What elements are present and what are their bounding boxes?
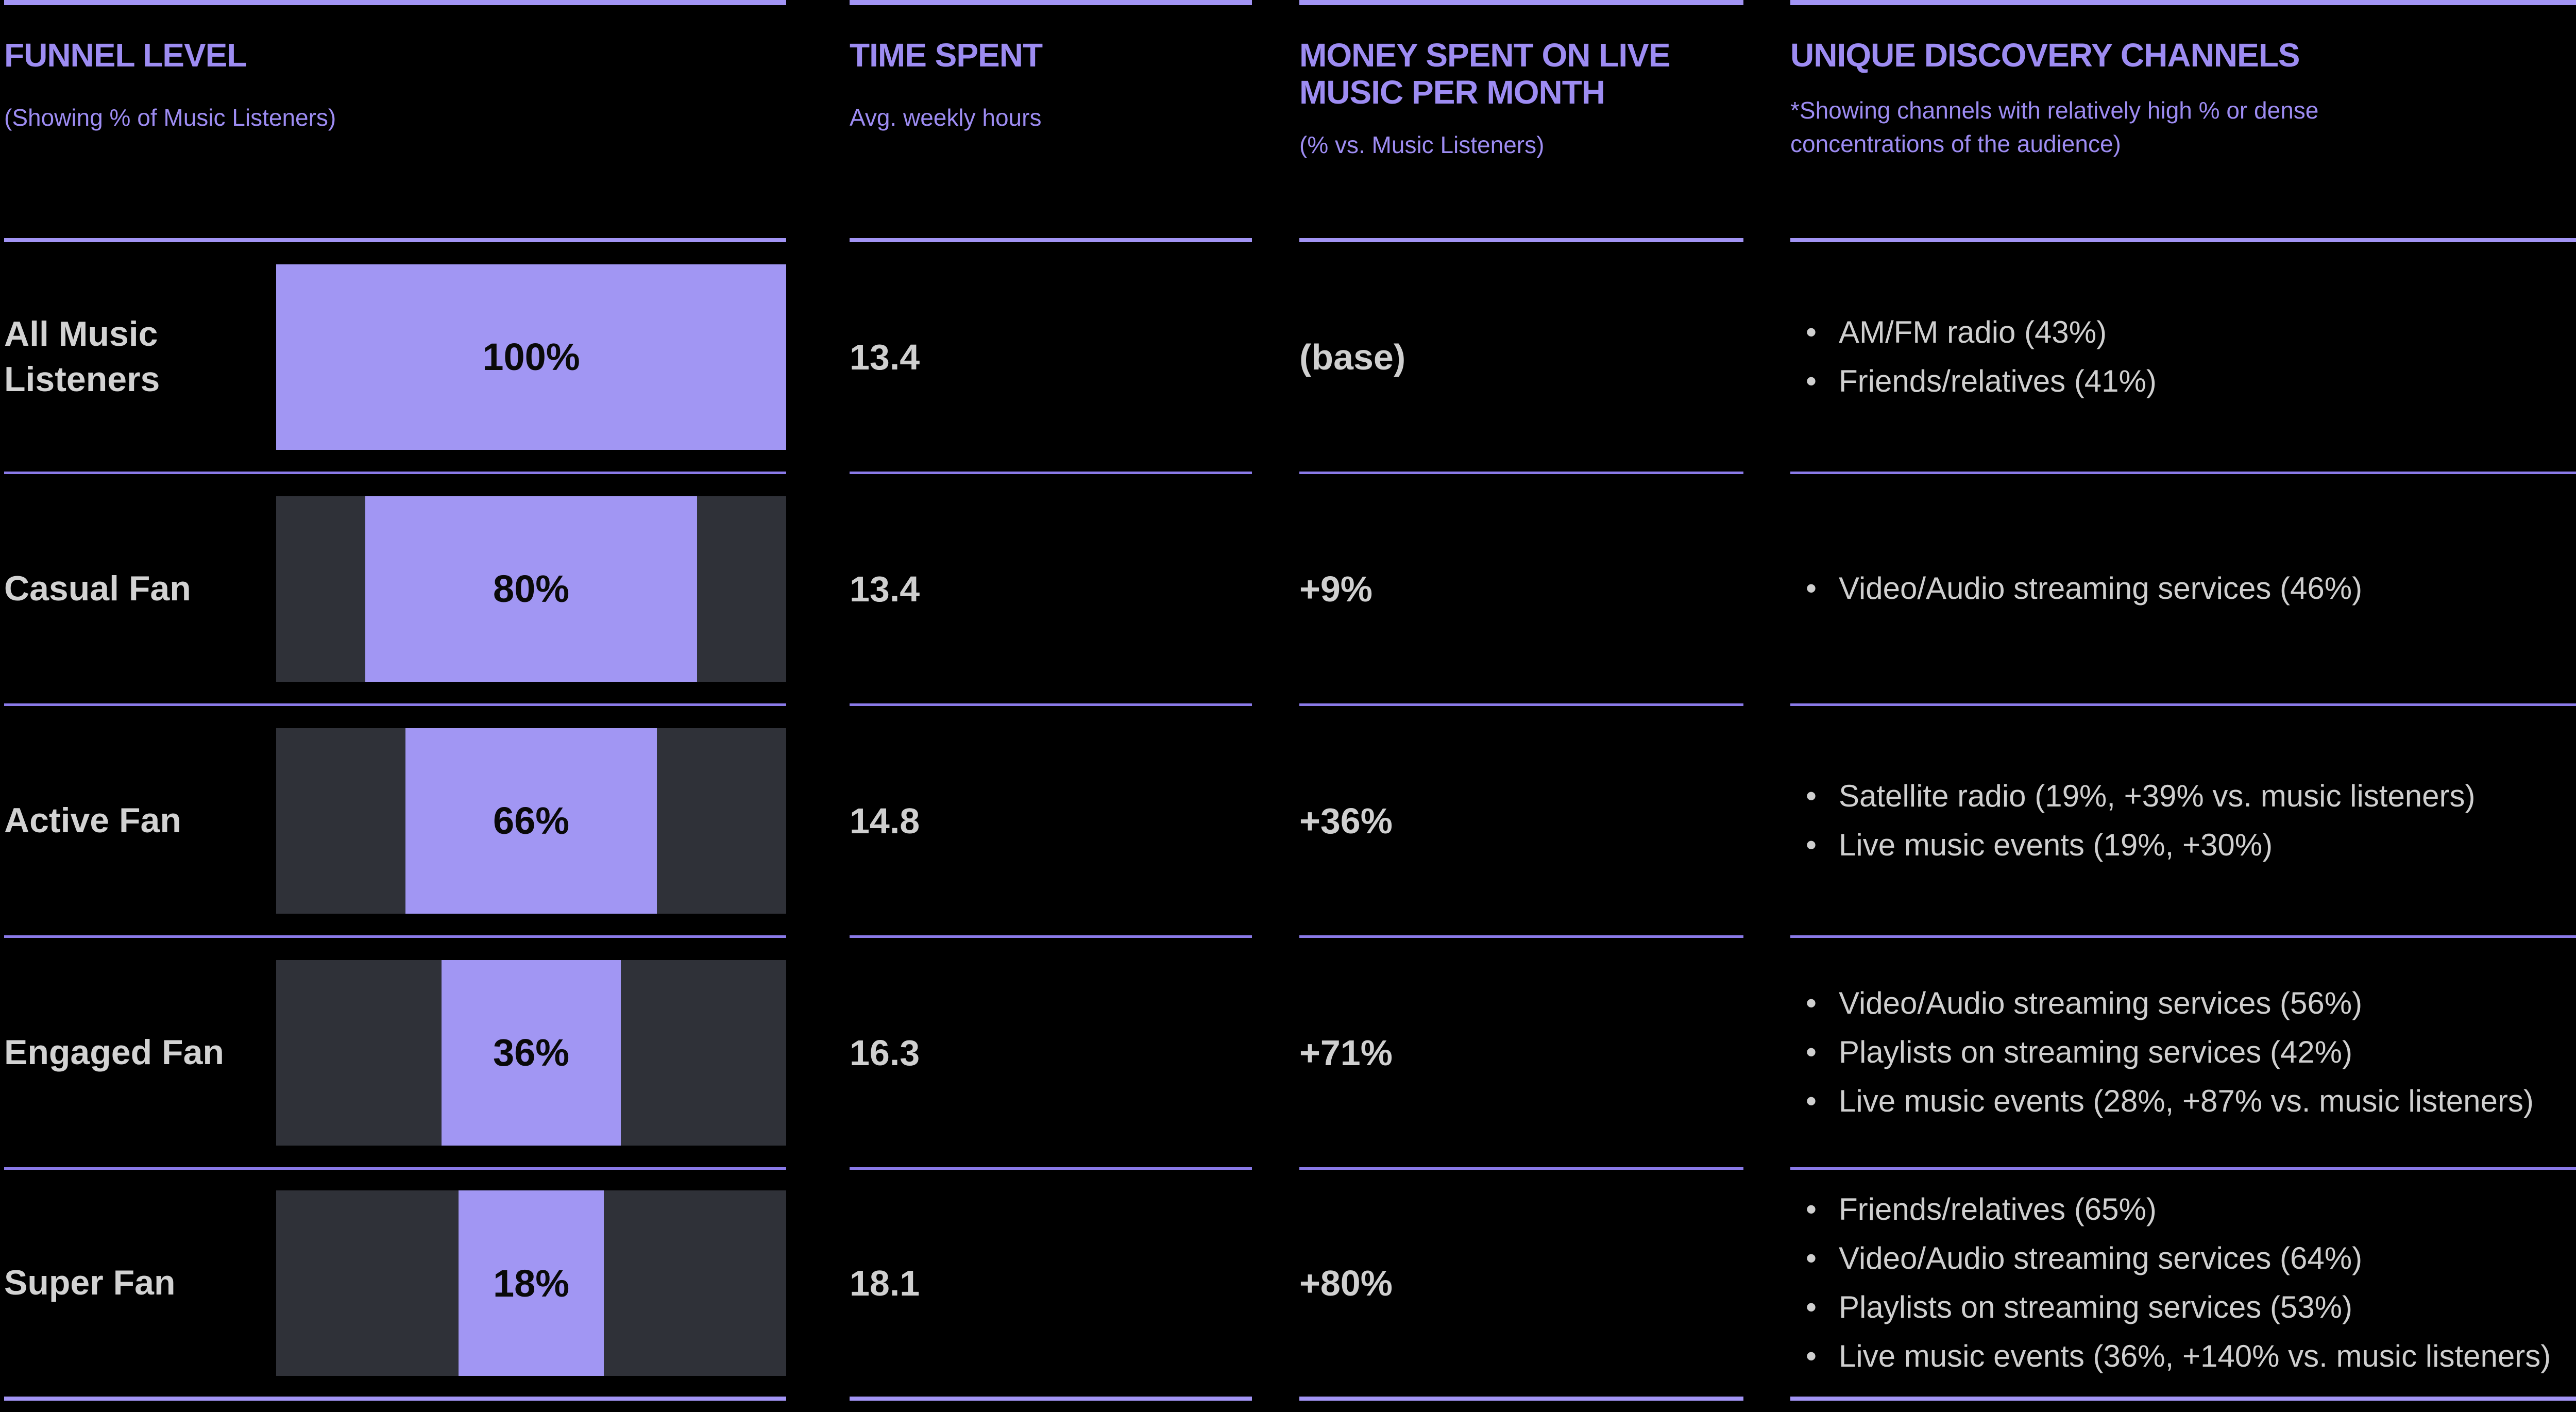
- time-cell: 13.4: [850, 242, 1252, 474]
- money-value: +9%: [1299, 568, 1373, 609]
- row-label: Casual Fan: [4, 568, 191, 608]
- funnel-row-casual-fan: Casual Fan 80%: [4, 474, 786, 706]
- funnel-bar: 36%: [441, 960, 621, 1146]
- funnel-bar: 18%: [458, 1190, 604, 1376]
- time-spent-subtitle: Avg. weekly hours: [850, 104, 1042, 131]
- time-cell: 18.1: [850, 1170, 1252, 1401]
- money-cell: +80%: [1299, 1170, 1743, 1401]
- funnel-percent-label: 80%: [493, 567, 570, 610]
- bullet-item: Live music events (36%, +140% vs. music …: [1790, 1332, 2551, 1381]
- funnel-level-title: FUNNEL LEVEL: [4, 37, 247, 74]
- funnel-percent-label: 66%: [493, 799, 570, 842]
- discovery-rows: AM/FM radio (43%) Friends/relatives (41%…: [1790, 242, 2576, 1412]
- column-discovery-channels: UNIQUE DISCOVERY CHANNELS *Showing chann…: [1790, 0, 2576, 1412]
- bullet-item: Live music events (19%, +30%): [1790, 821, 2476, 870]
- discovery-list: Video/Audio streaming services (56%) Pla…: [1790, 979, 2534, 1125]
- money-value: (base): [1299, 337, 1406, 377]
- funnel-level-header: FUNNEL LEVEL (Showing % of Music Listene…: [4, 0, 786, 242]
- bullet-item: AM/FM radio (43%): [1790, 308, 2157, 357]
- discovery-cell: Friends/relatives (65%) Video/Audio stre…: [1790, 1170, 2576, 1401]
- money-cell: +9%: [1299, 474, 1743, 706]
- time-cell: 14.8: [850, 706, 1252, 938]
- column-funnel-level: FUNNEL LEVEL (Showing % of Music Listene…: [4, 0, 786, 1412]
- bullet-item: Video/Audio streaming services (56%): [1790, 979, 2534, 1028]
- discovery-list: Friends/relatives (65%) Video/Audio stre…: [1790, 1185, 2551, 1381]
- row-label: Active Fan: [4, 800, 181, 840]
- time-value: 13.4: [850, 568, 920, 609]
- discovery-list: Satellite radio (19%, +39% vs. music lis…: [1790, 772, 2476, 870]
- bullet-item: Video/Audio streaming services (46%): [1790, 564, 2362, 613]
- bullet-item: Friends/relatives (41%): [1790, 357, 2157, 406]
- discovery-title: UNIQUE DISCOVERY CHANNELS: [1790, 37, 2300, 74]
- discovery-cell: AM/FM radio (43%) Friends/relatives (41%…: [1790, 242, 2576, 474]
- funnel-row-super-fan: Super Fan 18%: [4, 1170, 786, 1401]
- bullet-item: Playlists on streaming services (53%): [1790, 1283, 2551, 1332]
- funnel-row-all-music-listeners: All Music Listeners 100%: [4, 242, 786, 474]
- time-value: 14.8: [850, 800, 920, 841]
- money-spent-subtitle: (% vs. Music Listeners): [1299, 131, 1545, 159]
- column-money-spent: MONEY SPENT ON LIVE MUSIC PER MONTH (% v…: [1299, 0, 1743, 1412]
- funnel-row-active-fan: Active Fan 66%: [4, 706, 786, 938]
- funnel-bar-track: 36%: [276, 960, 786, 1146]
- time-cell: 13.4: [850, 474, 1252, 706]
- bullet-item: Satellite radio (19%, +39% vs. music lis…: [1790, 772, 2476, 821]
- money-value: +71%: [1299, 1032, 1393, 1073]
- discovery-list: Video/Audio streaming services (46%): [1790, 564, 2362, 613]
- discovery-cell: Video/Audio streaming services (56%) Pla…: [1790, 938, 2576, 1170]
- row-label: All Music Listeners: [4, 314, 160, 399]
- funnel-bar-track: 66%: [276, 728, 786, 914]
- money-value: +80%: [1299, 1263, 1393, 1303]
- money-cell: +36%: [1299, 706, 1743, 938]
- time-spent-title: TIME SPENT: [850, 37, 1043, 74]
- funnel-rows: All Music Listeners 100% Casual Fan 80% …: [4, 242, 786, 1412]
- discovery-list: AM/FM radio (43%) Friends/relatives (41%…: [1790, 308, 2157, 406]
- funnel-percent-label: 18%: [493, 1262, 570, 1305]
- column-time-spent: TIME SPENT Avg. weekly hours 13.4 13.4 1…: [850, 0, 1252, 1412]
- time-spent-rows: 13.4 13.4 14.8 16.3 18.1: [850, 242, 1252, 1412]
- time-spent-header: TIME SPENT Avg. weekly hours: [850, 0, 1252, 242]
- funnel-bar-track: 100%: [276, 264, 786, 450]
- funnel-bar-track: 18%: [276, 1190, 786, 1376]
- discovery-header: UNIQUE DISCOVERY CHANNELS *Showing chann…: [1790, 0, 2576, 242]
- funnel-bar: 80%: [365, 496, 697, 682]
- funnel-percent-label: 36%: [493, 1031, 570, 1074]
- money-cell: +71%: [1299, 938, 1743, 1170]
- bullet-item: Live music events (28%, +87% vs. music l…: [1790, 1077, 2534, 1126]
- money-value: +36%: [1299, 800, 1393, 841]
- bullet-item: Friends/relatives (65%): [1790, 1185, 2551, 1234]
- money-spent-title: MONEY SPENT ON LIVE MUSIC PER MONTH: [1299, 37, 1671, 111]
- discovery-subtitle: *Showing channels with relatively high %…: [1790, 96, 2319, 157]
- funnel-level-subtitle: (Showing % of Music Listeners): [4, 104, 336, 131]
- time-value: 18.1: [850, 1263, 920, 1303]
- discovery-cell: Video/Audio streaming services (46%): [1790, 474, 2576, 706]
- time-value: 13.4: [850, 337, 920, 377]
- time-cell: 16.3: [850, 938, 1252, 1170]
- discovery-cell: Satellite radio (19%, +39% vs. music lis…: [1790, 706, 2576, 938]
- money-spent-header: MONEY SPENT ON LIVE MUSIC PER MONTH (% v…: [1299, 0, 1743, 242]
- funnel-percent-label: 100%: [482, 335, 580, 378]
- funnel-bar: 66%: [405, 728, 657, 914]
- funnel-bar-track: 80%: [276, 496, 786, 682]
- row-label: Super Fan: [4, 1263, 176, 1303]
- funnel-bar: 100%: [276, 264, 786, 450]
- bullet-item: Playlists on streaming services (42%): [1790, 1028, 2534, 1077]
- money-spent-rows: (base) +9% +36% +71% +80%: [1299, 242, 1743, 1412]
- bullet-item: Video/Audio streaming services (64%): [1790, 1234, 2551, 1283]
- funnel-row-engaged-fan: Engaged Fan 36%: [4, 938, 786, 1170]
- money-cell: (base): [1299, 242, 1743, 474]
- time-value: 16.3: [850, 1032, 920, 1073]
- row-label: Engaged Fan: [4, 1032, 224, 1072]
